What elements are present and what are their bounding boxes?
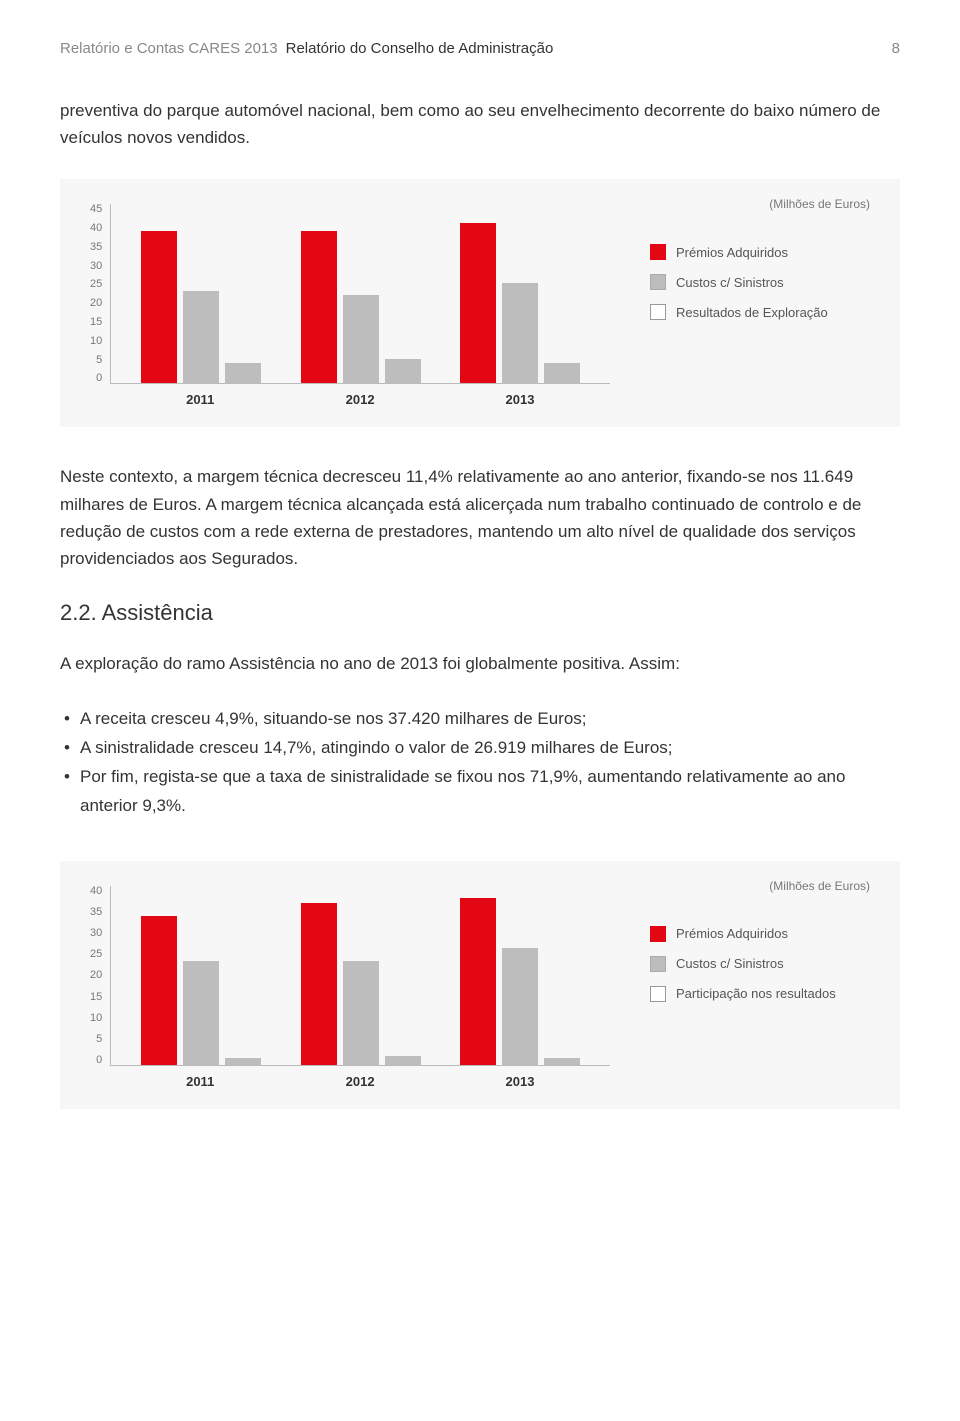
legend-label: Participação nos resultados [676, 986, 836, 1001]
y-tick: 45 [90, 204, 102, 215]
chart-2: (Milhões de Euros) 40 35 30 25 20 15 10 5 0 2011… [60, 861, 900, 1109]
bar-group [301, 903, 421, 1065]
chart-1-unit: (Milhões de Euros) [769, 197, 870, 211]
legend-item: Custos c/ Sinistros [650, 274, 870, 290]
legend-item: Prémios Adquiridos [650, 926, 870, 942]
chart-1-plot [110, 204, 610, 384]
bar [502, 948, 538, 1065]
legend-swatch [650, 926, 666, 942]
legend-swatch [650, 304, 666, 320]
y-tick: 30 [90, 261, 102, 272]
legend-swatch [650, 986, 666, 1002]
bar [343, 961, 379, 1065]
intro-paragraph: preventiva do parque automóvel nacional,… [60, 97, 900, 151]
y-tick: 20 [90, 970, 102, 981]
y-tick: 40 [90, 223, 102, 234]
bar [141, 231, 177, 383]
legend-label: Custos c/ Sinistros [676, 956, 784, 971]
legend-item: Participação nos resultados [650, 986, 870, 1002]
header-section-title: Relatório do Conselho de Administração [286, 40, 554, 57]
chart-1-legend: Prémios Adquiridos Custos c/ Sinistros Res… [610, 204, 870, 334]
chart-1-y-axis: 45 40 35 30 25 20 15 10 5 0 [90, 204, 102, 384]
y-tick: 25 [90, 949, 102, 960]
bar [183, 291, 219, 383]
bar [460, 223, 496, 383]
bar [301, 903, 337, 1065]
y-tick: 30 [90, 928, 102, 939]
legend-label: Custos c/ Sinistros [676, 275, 784, 290]
legend-swatch [650, 244, 666, 260]
bullet-item: A receita cresceu 4,9%, situando-se nos … [60, 705, 900, 734]
y-tick: 35 [90, 907, 102, 918]
x-label: 2012 [295, 392, 425, 407]
y-tick: 40 [90, 886, 102, 897]
bar [385, 359, 421, 383]
bar [141, 916, 177, 1065]
y-tick: 25 [90, 279, 102, 290]
y-tick: 5 [90, 1034, 102, 1045]
bullet-list: A receita cresceu 4,9%, situando-se nos … [60, 705, 900, 821]
bar-group [141, 916, 261, 1065]
assistencia-intro: A exploração do ramo Assistência no ano … [60, 650, 900, 677]
chart-2-unit: (Milhões de Euros) [769, 879, 870, 893]
legend-swatch [650, 956, 666, 972]
bar [460, 898, 496, 1065]
page-number: 8 [892, 40, 900, 57]
page-header: Relatório e Contas CARES 2013 Relatório … [60, 40, 900, 57]
y-tick: 0 [90, 373, 102, 384]
bar [385, 1056, 421, 1065]
header-doc-title: Relatório e Contas CARES 2013 [60, 40, 278, 57]
y-tick: 10 [90, 336, 102, 347]
chart-1-x-labels: 2011 2012 2013 [110, 384, 610, 407]
chart-2-x-labels: 2011 2012 2013 [110, 1066, 610, 1089]
context-paragraph: Neste contexto, a margem técnica decresc… [60, 463, 900, 572]
legend-label: Resultados de Exploração [676, 305, 828, 320]
bar-group [301, 231, 421, 383]
y-tick: 10 [90, 1013, 102, 1024]
chart-1: (Milhões de Euros) 45 40 35 30 25 20 15 10 5 0 20… [60, 179, 900, 427]
bullet-item: A sinistralidade cresceu 14,7%, atingind… [60, 734, 900, 763]
legend-swatch [650, 274, 666, 290]
bar [183, 961, 219, 1065]
y-tick: 5 [90, 355, 102, 366]
y-tick: 35 [90, 242, 102, 253]
x-label: 2013 [455, 1074, 585, 1089]
bar [301, 231, 337, 383]
legend-label: Prémios Adquiridos [676, 926, 788, 941]
bullet-item: Por fim, regista-se que a taxa de sinist… [60, 763, 900, 821]
x-label: 2011 [135, 392, 265, 407]
chart-2-y-axis: 40 35 30 25 20 15 10 5 0 [90, 886, 102, 1066]
bar [225, 363, 261, 383]
y-tick: 15 [90, 992, 102, 1003]
y-tick: 20 [90, 298, 102, 309]
bar-group [460, 898, 580, 1065]
bar-group [141, 231, 261, 383]
x-label: 2013 [455, 392, 585, 407]
y-tick: 0 [90, 1055, 102, 1066]
legend-label: Prémios Adquiridos [676, 245, 788, 260]
bar [502, 283, 538, 383]
legend-item: Resultados de Exploração [650, 304, 870, 320]
y-tick: 15 [90, 317, 102, 328]
bar [544, 1058, 580, 1065]
bar [544, 363, 580, 383]
bar [343, 295, 379, 383]
chart-2-plot [110, 886, 610, 1066]
x-label: 2011 [135, 1074, 265, 1089]
legend-item: Custos c/ Sinistros [650, 956, 870, 972]
section-heading: 2.2. Assistência [60, 600, 900, 626]
bar [225, 1058, 261, 1065]
bar-group [460, 223, 580, 383]
x-label: 2012 [295, 1074, 425, 1089]
chart-2-legend: Prémios Adquiridos Custos c/ Sinistros Par… [610, 886, 870, 1016]
legend-item: Prémios Adquiridos [650, 244, 870, 260]
